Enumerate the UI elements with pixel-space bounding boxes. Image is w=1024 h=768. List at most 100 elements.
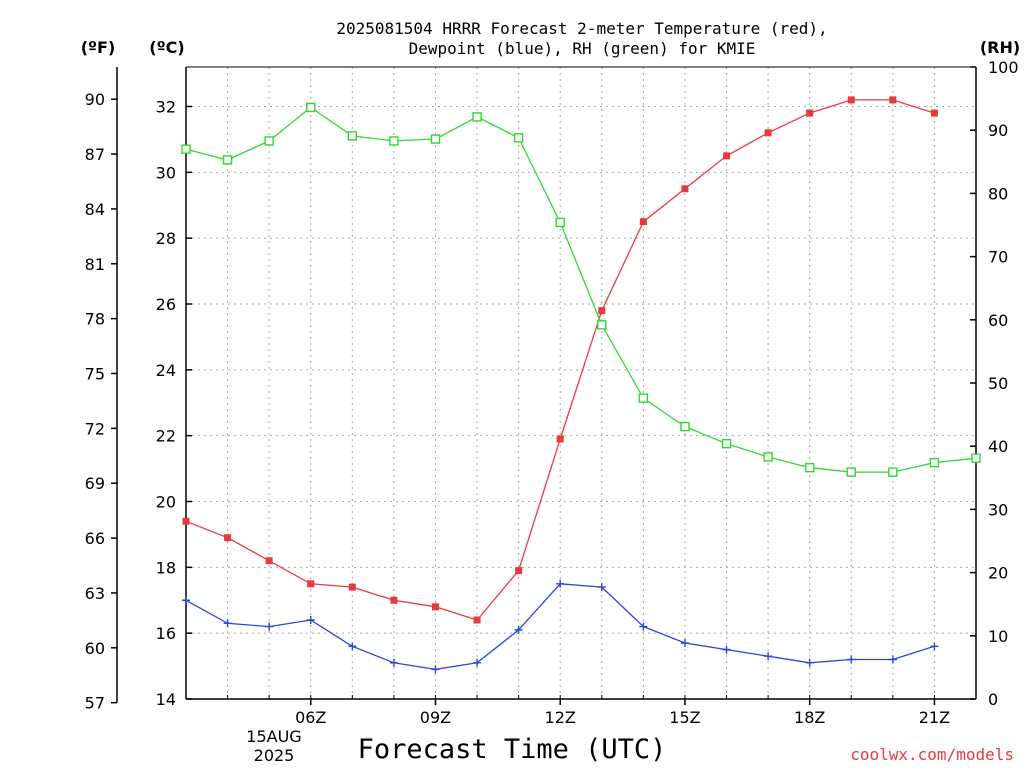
- dewpoint-point: [182, 596, 190, 605]
- chart-title-line1: 2025081504 HRRR Forecast 2-meter Tempera…: [336, 19, 827, 38]
- rh-point: [929, 457, 940, 468]
- rh-point: [638, 393, 649, 403]
- rh-point: [513, 133, 524, 143]
- celsius-tick-label: 32: [156, 98, 176, 117]
- fahrenheit-tick-label: 81: [85, 255, 105, 274]
- rh-point: [264, 136, 274, 146]
- temperature-point: [390, 596, 398, 604]
- rh-tick-label: 40: [988, 437, 1008, 456]
- temperature-point: [889, 96, 897, 104]
- rh-tick-label: 100: [988, 58, 1019, 77]
- dewpoint-point: [223, 619, 232, 628]
- rh-tick-label: 20: [988, 564, 1008, 583]
- rh-point: [597, 320, 607, 330]
- fahrenheit-tick-label: 84: [85, 200, 105, 219]
- temperature-point: [431, 603, 439, 611]
- dewpoint-point: [431, 665, 440, 674]
- rh-tick-label: 30: [988, 500, 1008, 519]
- temperature-point: [224, 534, 232, 542]
- temperature-point: [598, 307, 606, 315]
- axes: 57 60 63 66 69 72 75 78 81 84 87 90 14 16 18 20 22 24 26 28…: [85, 58, 1019, 727]
- rh-point: [804, 462, 815, 473]
- fahrenheit-tick-label: 69: [85, 474, 105, 493]
- dewpoint-point: [389, 658, 398, 667]
- fahrenheit-tick-label: 90: [85, 90, 105, 109]
- rh-point: [971, 453, 981, 463]
- rh-tick-label: 80: [988, 184, 1008, 203]
- celsius-tick-label: 26: [156, 295, 176, 314]
- dewpoint-point: [805, 658, 814, 667]
- rh-point: [680, 421, 690, 432]
- rh-point: [222, 155, 233, 165]
- fahrenheit-tick-label: 75: [85, 364, 105, 383]
- rh-tick-label: 50: [988, 374, 1008, 393]
- rh-point: [721, 438, 732, 449]
- grid-lines: [186, 67, 976, 699]
- celsius-tick-label: 24: [156, 361, 176, 380]
- dewpoint-point: [764, 652, 773, 661]
- dewpoint-point: [722, 645, 731, 654]
- temperature-point: [348, 583, 356, 591]
- temperature-point: [307, 580, 315, 588]
- temperature-point: [806, 109, 814, 117]
- dewpoint-point: [348, 642, 357, 651]
- fahrenheit-tick-label: 60: [85, 639, 105, 658]
- fahrenheit-tick-label: 87: [85, 145, 105, 164]
- rh-point: [763, 452, 773, 462]
- x-tick-label: 21Z: [919, 708, 950, 727]
- series-line-rh: [185, 106, 977, 473]
- temperature-point: [681, 185, 689, 193]
- x-tick-label: 09Z: [420, 708, 451, 727]
- fahrenheit-tick-label: 63: [85, 584, 105, 603]
- fahrenheit-tick-label: 57: [85, 694, 105, 713]
- temperature-point: [764, 129, 772, 137]
- rh-point: [306, 102, 316, 113]
- rh-unit-label: (RH): [980, 38, 1020, 57]
- date-year-label: 2025: [254, 746, 295, 765]
- fahrenheit-tick-label: 72: [85, 419, 105, 438]
- dewpoint-point: [473, 658, 482, 667]
- x-tick-label: 18Z: [794, 708, 825, 727]
- fahrenheit-unit-label: (ºF): [81, 38, 116, 57]
- rh-point: [555, 217, 565, 228]
- x-tick-label: 15Z: [669, 708, 700, 727]
- rh-tick-label: 10: [988, 627, 1008, 646]
- temperature-point: [847, 96, 855, 104]
- temperature-point: [265, 557, 273, 565]
- dewpoint-point: [680, 639, 689, 648]
- celsius-tick-label: 18: [156, 558, 176, 577]
- chart-title-line2: Dewpoint (blue), RH (green) for KMIE: [409, 39, 756, 58]
- x-tick-label: 12Z: [545, 708, 576, 727]
- dewpoint-point: [514, 625, 523, 634]
- data-series: [181, 96, 981, 674]
- dewpoint-point: [306, 616, 315, 624]
- series-rh: [181, 102, 981, 477]
- date-day-label: 15AUG: [246, 727, 301, 746]
- rh-point: [846, 467, 856, 477]
- rh-point: [888, 467, 898, 477]
- celsius-tick-label: 22: [156, 427, 176, 446]
- temperature-point: [639, 218, 647, 226]
- rh-tick-label: 90: [988, 121, 1008, 140]
- temperature-point: [473, 616, 481, 624]
- celsius-tick-label: 20: [156, 493, 176, 512]
- temperature-point: [723, 152, 731, 160]
- x-tick-label: 06Z: [295, 708, 326, 727]
- rh-point: [389, 136, 399, 146]
- rh-tick-label: 70: [988, 248, 1008, 267]
- dewpoint-point: [847, 655, 856, 664]
- series-temperature: [182, 96, 938, 624]
- temperature-point: [182, 517, 190, 525]
- rh-point: [472, 112, 482, 122]
- credit-text: coolwx.com/models: [850, 745, 1014, 764]
- temperature-point: [556, 435, 564, 443]
- rh-tick-label: 60: [988, 311, 1008, 330]
- dewpoint-point: [597, 583, 606, 592]
- dewpoint-point: [556, 579, 565, 588]
- temperature-point: [515, 567, 523, 575]
- dewpoint-point: [265, 622, 274, 631]
- celsius-tick-label: 30: [156, 163, 176, 182]
- dewpoint-point: [639, 622, 648, 631]
- series-dewpoint: [182, 579, 939, 674]
